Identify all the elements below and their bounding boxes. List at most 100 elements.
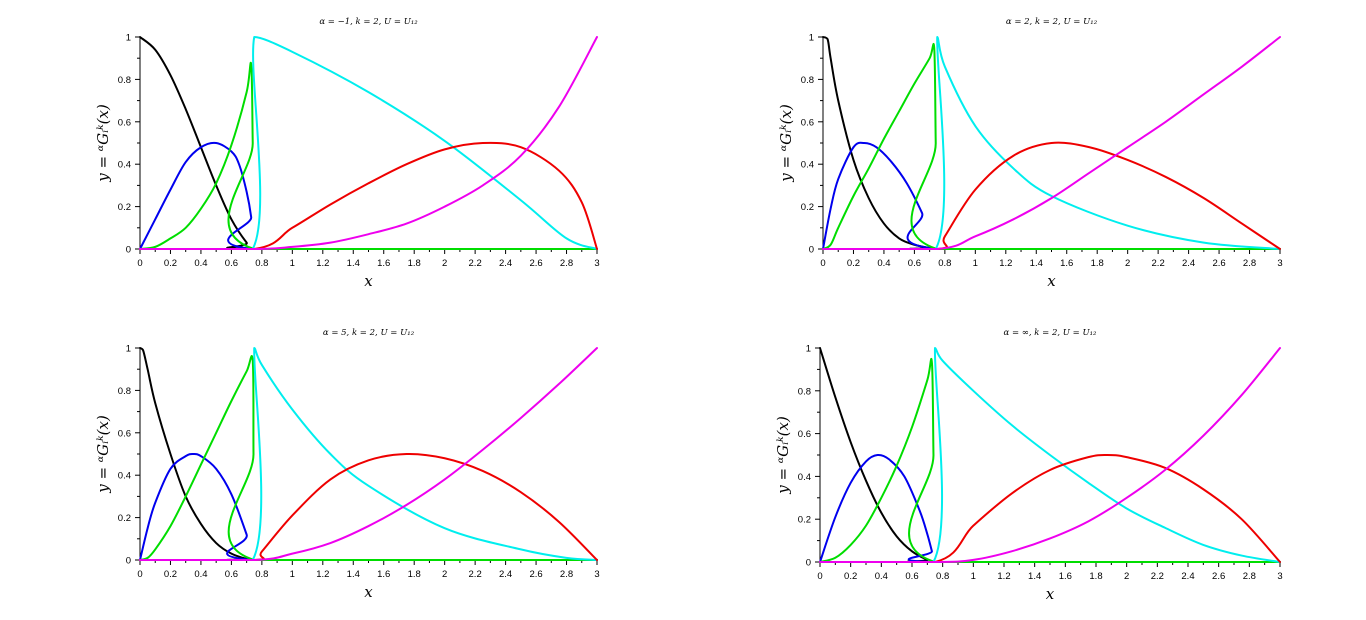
series-line-5 (139, 141, 598, 250)
x-tick-label: 2.6 (1212, 258, 1225, 269)
series-line-6 (139, 36, 598, 250)
y-axis-label: y = ᵅGᵢᵏ(x) (774, 416, 792, 495)
x-tick-label: 2 (442, 258, 447, 269)
y-axis-label: y = ᵅGᵢᵏ(x) (94, 104, 112, 183)
y-tick-label: 0.2 (801, 202, 814, 213)
y-tick-label: 0.8 (801, 75, 814, 86)
x-tick-label: 0.2 (164, 258, 177, 269)
x-tick-label: 1 (973, 258, 978, 269)
x-tick-label: 2.6 (1212, 571, 1225, 582)
y-tick-label: 0.2 (118, 513, 131, 524)
x-tick-label: 0.4 (875, 571, 888, 582)
series-line-6 (139, 347, 598, 561)
x-tick-label: 1.2 (316, 258, 329, 269)
x-tick-label: 1.8 (1089, 571, 1102, 582)
series-line-4 (139, 36, 598, 250)
x-tick-label: 0.8 (255, 569, 268, 580)
series-line-3 (822, 42, 1281, 251)
x-tick-label: 0 (137, 569, 142, 580)
x-tick-label: 1 (290, 569, 295, 580)
y-tick-label: 0.4 (798, 472, 811, 483)
x-tick-label: 1.6 (377, 258, 390, 269)
x-tick-label: 0 (820, 258, 825, 269)
x-tick-label: 2 (442, 569, 447, 580)
series-line-5 (139, 452, 598, 561)
series-line-5 (822, 141, 1281, 250)
x-tick-label: 2.4 (499, 258, 512, 269)
x-tick-label: 1.2 (316, 569, 329, 580)
series-line-4 (819, 347, 1281, 563)
x-tick-label: 1.4 (347, 258, 360, 269)
x-tick-label: 1.4 (347, 569, 360, 580)
x-tick-label: 0.4 (194, 569, 207, 580)
y-tick-label: 0.2 (118, 202, 131, 213)
x-tick-label: 0.6 (225, 569, 238, 580)
y-tick-label: 0 (809, 245, 814, 256)
y-tick-label: 0.6 (801, 117, 814, 128)
x-tick-label: 0.2 (847, 258, 860, 269)
x-tick-label: 2.8 (560, 258, 573, 269)
x-tick-label: 1.8 (408, 258, 421, 269)
x-axis-label: x (364, 583, 373, 601)
x-tick-label: 2 (1124, 571, 1129, 582)
x-tick-label: 0 (817, 571, 822, 582)
panel-title: α = ∞, k = 2, U = U₁₂ (1004, 328, 1097, 338)
x-tick-label: 3 (1277, 258, 1282, 269)
x-tick-label: 1.4 (1030, 258, 1043, 269)
y-tick-label: 0.6 (798, 429, 811, 440)
x-tick-label: 0.2 (164, 569, 177, 580)
x-tick-label: 2.4 (1182, 258, 1195, 269)
series-line-6 (819, 347, 1281, 563)
x-tick-label: 0.8 (938, 258, 951, 269)
y-tick-label: 1 (126, 33, 131, 44)
y-tick-label: 0.8 (798, 386, 811, 397)
x-tick-label: 2.4 (499, 569, 512, 580)
x-tick-label: 1.6 (1060, 258, 1073, 269)
y-tick-label: 1 (809, 33, 814, 44)
y-tick-label: 0.4 (801, 160, 814, 171)
y-tick-label: 0.4 (118, 471, 131, 482)
series-line-6 (822, 36, 1281, 250)
x-tick-label: 2.8 (560, 569, 573, 580)
y-tick-label: 0 (126, 245, 131, 256)
x-tick-label: 1.2 (997, 571, 1010, 582)
x-tick-label: 0.8 (255, 258, 268, 269)
x-tick-label: 2.2 (469, 569, 482, 580)
x-tick-label: 0.6 (908, 258, 921, 269)
x-tick-label: 1.6 (1059, 571, 1072, 582)
x-tick-label: 1.6 (377, 569, 390, 580)
x-tick-label: 2.6 (529, 258, 542, 269)
y-axis-label: y = ᵅGᵢᵏ(x) (94, 415, 112, 494)
chart-panel-4: α = ∞, k = 2, U = U₁₂ 0 0.2 0.4 0.6 0.8 1 1.2 1.… (774, 328, 1283, 603)
x-axis-label: x (1046, 585, 1055, 603)
x-axis-label: x (364, 272, 373, 290)
x-tick-label: 2.4 (1181, 571, 1194, 582)
y-axis-label: y = ᵅGᵢᵏ(x) (777, 104, 795, 183)
x-tick-label: 3 (1277, 571, 1282, 582)
series-line-4 (139, 347, 598, 561)
x-tick-label: 0.4 (877, 258, 890, 269)
y-tick-label: 0.8 (118, 386, 131, 397)
panel-title: α = 5, k = 2, U = U₁₂ (323, 328, 415, 338)
x-tick-label: 1 (971, 571, 976, 582)
x-tick-label: 2.2 (1152, 258, 1165, 269)
y-tick-label: 1 (806, 344, 811, 355)
x-tick-label: 0.2 (844, 571, 857, 582)
y-tick-label: 0 (126, 556, 131, 567)
x-tick-label: 0.8 (936, 571, 949, 582)
x-tick-label: 2.2 (469, 258, 482, 269)
x-tick-label: 1 (290, 258, 295, 269)
chart-panel-3: α = 5, k = 2, U = U₁₂ 0 0.2 0.4 0.6 0.8 1 1.2 1.… (94, 328, 600, 601)
chart-panel-2: α = 2, k = 2, U = U₁₂ 0 0.2 0.4 0.6 0.8 1 1.2 1.… (777, 17, 1283, 290)
panel-title: α = −1, k = 2, U = U₁₂ (319, 17, 418, 27)
y-tick-label: 0.4 (118, 160, 131, 171)
series-line-3 (139, 355, 598, 562)
y-tick-label: 0.2 (798, 515, 811, 526)
x-tick-label: 1.8 (408, 569, 421, 580)
x-tick-label: 0.6 (905, 571, 918, 582)
x-tick-label: 1.2 (999, 258, 1012, 269)
y-tick-label: 0.6 (118, 428, 131, 439)
y-tick-label: 0.6 (118, 117, 131, 128)
panel-title: α = 2, k = 2, U = U₁₂ (1006, 17, 1098, 27)
